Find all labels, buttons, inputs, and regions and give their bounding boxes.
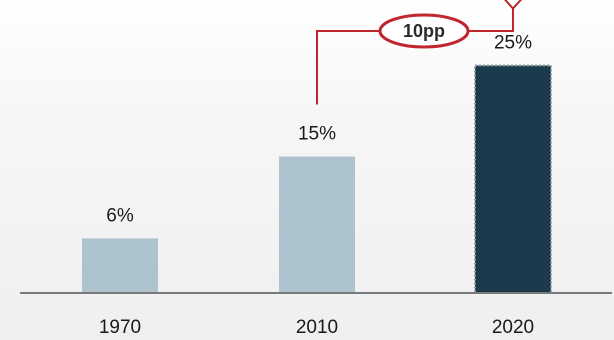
category-label-1970: 1970 — [99, 317, 141, 338]
value-label-1970: 6% — [106, 205, 134, 226]
bar-2020 — [474, 64, 552, 294]
change-annotation: 10pp — [316, 0, 522, 105]
annotation-arrowhead — [504, 0, 522, 10]
annotation-label: 10pp — [403, 21, 445, 41]
category-label-2020: 2020 — [492, 317, 534, 338]
category-label-2010: 2010 — [296, 317, 338, 338]
category-labels-group: 1970 2010 2020 — [99, 317, 534, 338]
bars-group — [82, 64, 552, 294]
value-label-2010: 15% — [298, 124, 336, 145]
bar-1970 — [82, 238, 158, 293]
value-label-2020: 25% — [494, 33, 532, 54]
annotation-oval — [378, 13, 470, 49]
value-labels-group: 6% 15% 25% — [106, 33, 532, 227]
bar-2010 — [279, 156, 355, 293]
